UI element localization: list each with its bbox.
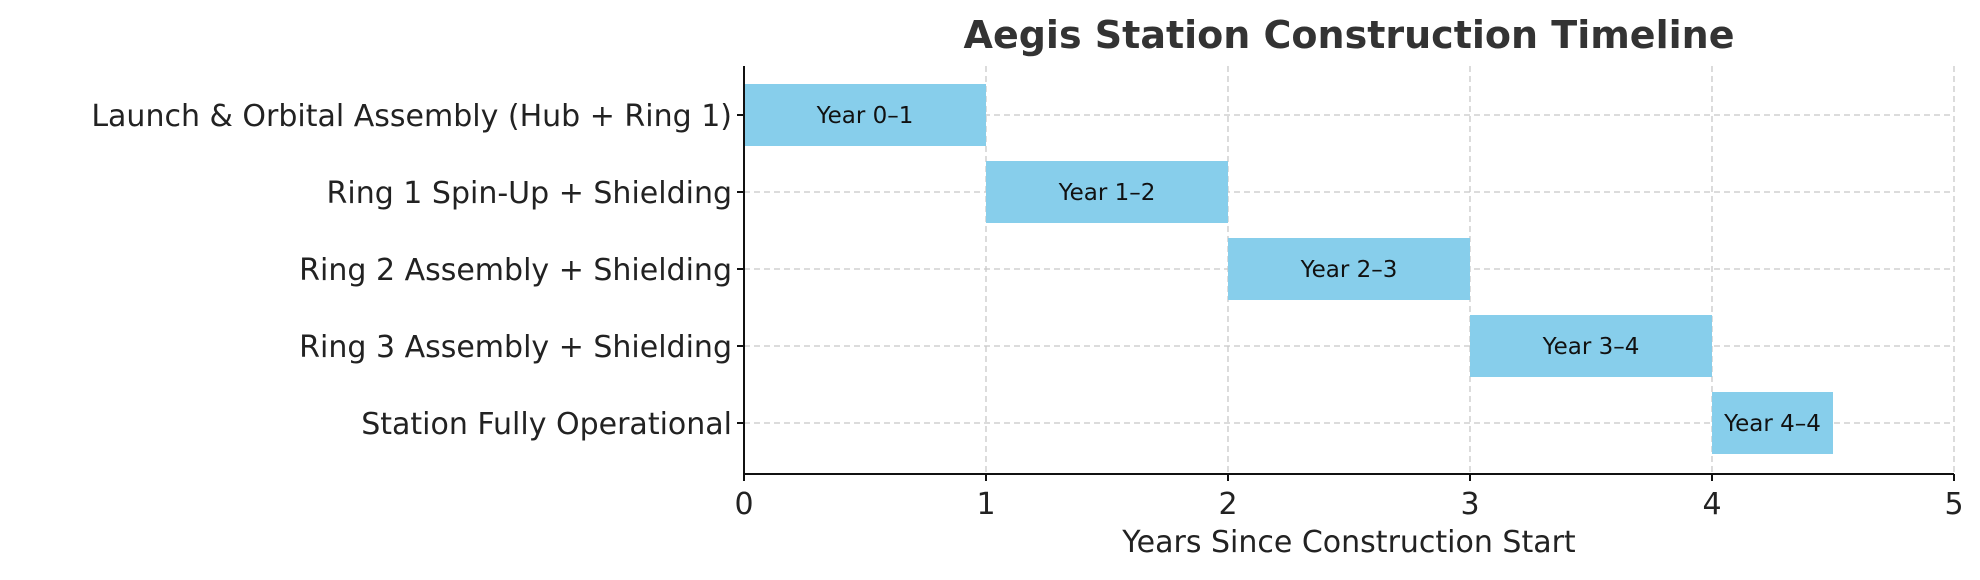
bar-label: Year 0–1 [816, 103, 914, 129]
timeline-bar [1470, 315, 1712, 377]
bar-label: Year 3–4 [1542, 334, 1640, 360]
bar-layer [744, 84, 1833, 454]
x-tick-label: 4 [1702, 487, 1721, 522]
category-label: Ring 3 Assembly + Shielding [299, 330, 732, 365]
category-label: Launch & Orbital Assembly (Hub + Ring 1) [91, 99, 732, 134]
bar-label: Year 4–4 [1723, 411, 1821, 437]
category-label: Ring 2 Assembly + Shielding [299, 253, 732, 288]
chart-title: Aegis Station Construction Timeline [964, 13, 1735, 57]
timeline-bar [986, 161, 1228, 223]
bar-label: Year 1–2 [1058, 180, 1156, 206]
timeline-bar [744, 84, 986, 146]
x-axis-label: Years Since Construction Start [1121, 525, 1576, 560]
timeline-bar [1712, 392, 1833, 454]
timeline-bar [1228, 238, 1470, 300]
x-tick-label: 0 [734, 487, 753, 522]
x-tick-label: 5 [1944, 487, 1963, 522]
x-tick-label: 3 [1460, 487, 1479, 522]
category-label: Ring 1 Spin-Up + Shielding [327, 176, 732, 211]
bar-label: Year 2–3 [1300, 257, 1398, 283]
x-tick-label: 1 [976, 487, 995, 522]
category-label: Station Fully Operational [361, 407, 732, 442]
x-tick-label: 2 [1218, 487, 1237, 522]
axis-layer [737, 66, 1955, 481]
label-layer: 0 1 2 3 4 5 Launch & Orbital Assembly (Hub + R… [91, 99, 1963, 522]
